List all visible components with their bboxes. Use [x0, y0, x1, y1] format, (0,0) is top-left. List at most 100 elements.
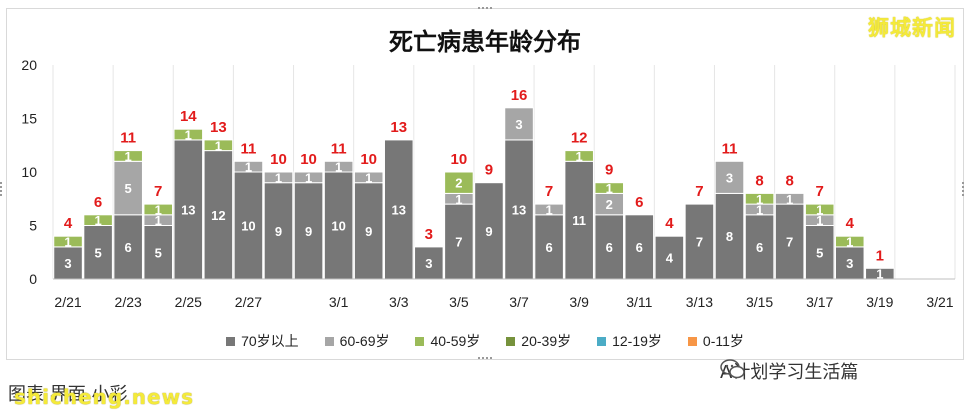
- bar-value-label: 1: [94, 213, 101, 228]
- bar-value-label: 5: [816, 245, 823, 260]
- legend-label: 12-19岁: [612, 333, 662, 349]
- total-label: 4: [665, 215, 674, 232]
- brand-logo: 狮城新闻: [868, 16, 956, 40]
- total-label: 10: [270, 151, 287, 168]
- bar-value-label: 10: [241, 219, 255, 234]
- bar-segment: [353, 182, 384, 280]
- bar-value-label: 1: [816, 213, 823, 228]
- bar-segment: [203, 150, 234, 280]
- bar-segment: [504, 139, 534, 280]
- bar-value-label: 1: [365, 170, 372, 185]
- total-label: 12: [571, 130, 588, 147]
- bar-value-label: 5: [94, 245, 101, 260]
- bar-value-label: 7: [455, 235, 462, 250]
- total-label: 11: [120, 130, 136, 147]
- bar-segment: [534, 203, 564, 216]
- total-label: 7: [545, 183, 553, 200]
- x-tick-label: 3/15: [746, 294, 773, 310]
- bar-segment: [414, 246, 444, 280]
- x-tick-label: 3/11: [626, 294, 652, 310]
- bar-value-label: 4: [666, 251, 674, 266]
- legend-swatch: [506, 336, 516, 346]
- bar-value-label: 5: [125, 181, 132, 196]
- bar-value-label: 1: [245, 160, 252, 175]
- x-tick-label: 3/5: [449, 294, 469, 310]
- total-label: 11: [241, 140, 257, 157]
- bar-value-label: 1: [846, 235, 853, 250]
- x-tick-label: 3/17: [806, 294, 833, 310]
- y-tick-label: 0: [29, 271, 37, 287]
- resize-handle-bottom[interactable]: [478, 357, 492, 363]
- total-label: 7: [816, 183, 824, 200]
- bar-value-label: 1: [185, 128, 192, 143]
- footer-left-text: 图表 界面 小彩: [8, 384, 128, 405]
- bar-value-label: 1: [155, 213, 162, 228]
- bar-value-label: 5: [155, 245, 162, 260]
- resize-handle-right[interactable]: [962, 182, 968, 196]
- bar-value-label: 9: [485, 224, 492, 239]
- chart-legend: 70岁以上 60-69岁 40-59岁 20-39岁 12-19岁 0-11岁: [0, 330, 970, 352]
- chart-title: 死亡病患年龄分布: [389, 28, 581, 56]
- bar-value-label: 6: [636, 240, 643, 255]
- total-label: 9: [605, 162, 613, 179]
- legend-label: 70岁以上: [241, 333, 299, 349]
- bar-segment: [504, 107, 534, 141]
- x-tick-label: 3/9: [569, 294, 589, 310]
- bar-segment: [654, 235, 685, 280]
- total-label: 3: [425, 226, 433, 243]
- bar-segment: [774, 192, 805, 205]
- x-tick-label: 3/7: [509, 294, 529, 310]
- bar-segment: [143, 203, 174, 216]
- x-tick-label: 2/23: [115, 294, 142, 310]
- bar-value-label: 1: [876, 267, 883, 282]
- bar-value-label: 7: [786, 235, 793, 250]
- bar-segment: [534, 214, 564, 280]
- bar-value-label: 1: [756, 192, 763, 207]
- x-tick-label: 2/21: [54, 294, 81, 310]
- bar-segment: [53, 235, 83, 248]
- bar-value-label: 3: [64, 256, 71, 271]
- total-label: 6: [94, 194, 102, 211]
- bar-value-label: 1: [155, 202, 162, 217]
- bar-value-label: 9: [365, 224, 372, 239]
- bar-value-label: 8: [726, 229, 733, 244]
- bar-value-label: 6: [606, 240, 613, 255]
- bar-segment: [113, 160, 143, 216]
- bar-segment: [714, 160, 745, 194]
- bar-segment: [834, 246, 865, 280]
- legend-label: 0-11岁: [702, 333, 744, 349]
- bar-segment: [383, 139, 414, 280]
- total-label: 7: [695, 183, 703, 200]
- bar-value-label: 6: [756, 240, 763, 255]
- bar-value-label: 13: [181, 202, 195, 217]
- legend-label: 40-59岁: [430, 333, 481, 349]
- y-tick-label: 15: [21, 111, 37, 127]
- legend-item: 0-11岁: [687, 330, 744, 352]
- bar-segment: [173, 128, 204, 141]
- bar-value-label: 13: [512, 202, 526, 217]
- bar-segment: [564, 150, 594, 162]
- resize-handle-top[interactable]: [478, 7, 492, 13]
- resize-handle-left[interactable]: [0, 182, 6, 196]
- bar-value-label: 9: [305, 224, 312, 239]
- total-label: 10: [451, 151, 468, 168]
- bar-segment: [233, 171, 264, 280]
- x-tick-label: 3/13: [686, 294, 713, 310]
- bar-value-label: 10: [331, 219, 345, 234]
- x-tick-label: 2/25: [175, 294, 202, 310]
- bar-segment: [233, 160, 264, 173]
- bar-value-label: 11: [572, 213, 586, 228]
- bar-value-label: 1: [576, 149, 583, 164]
- legend-item: 12-19岁: [597, 330, 662, 352]
- bar-value-label: 1: [64, 235, 71, 250]
- bar-value-label: 1: [756, 202, 763, 217]
- bar-segment: [353, 171, 384, 184]
- total-label: 14: [180, 108, 197, 125]
- y-tick-label: 5: [29, 218, 37, 234]
- bar-segment: [834, 235, 865, 248]
- bar-segment: [744, 192, 775, 205]
- bar-segment: [263, 171, 294, 184]
- x-tick-label: 3/3: [389, 294, 409, 310]
- bar-segment: [293, 171, 324, 184]
